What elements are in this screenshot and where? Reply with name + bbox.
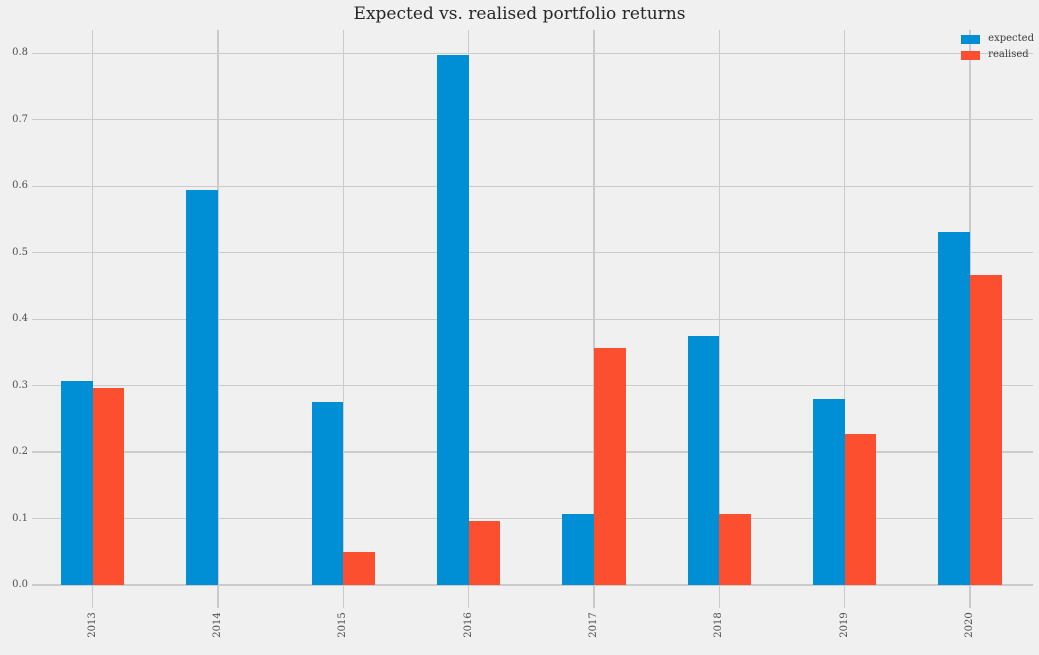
gridline-horizontal [32, 584, 1033, 586]
x-tick-label: 2013 [86, 612, 98, 638]
y-tick-label: 0.3 [12, 379, 28, 391]
y-tick-label: 0.8 [12, 47, 28, 59]
gridline-horizontal [32, 185, 1033, 187]
bar-realised-2013 [92, 387, 125, 585]
bar-realised-2016 [468, 520, 501, 585]
gridline-horizontal [32, 318, 1033, 320]
y-tick-label: 0.6 [12, 180, 28, 192]
bar-expected-2018 [687, 335, 720, 585]
gridline-horizontal [32, 119, 1033, 121]
bar-expected-2014 [186, 189, 218, 585]
bar-realised-2019 [844, 434, 877, 585]
y-tick-label: 0.5 [12, 246, 28, 258]
legend-entry-expected: expected [961, 33, 1034, 45]
legend: expected realised [961, 33, 1034, 65]
x-tick-label: 2015 [337, 612, 349, 638]
bar-expected-2016 [436, 55, 469, 585]
gridline-horizontal [32, 384, 1033, 387]
chart-title: Expected vs. realised portfolio returns [353, 4, 686, 24]
y-tick-label: 0.1 [12, 512, 28, 524]
y-tick-label: 0.7 [12, 113, 28, 125]
legend-entry-realised: realised [961, 49, 1034, 61]
bar-expected-2017 [562, 513, 594, 585]
y-tick-label: 0.4 [12, 313, 28, 325]
x-tick-label: 2017 [587, 612, 599, 638]
x-tick-label: 2014 [211, 612, 223, 638]
y-tick-label: 0.0 [12, 579, 28, 590]
bar-realised-2015 [343, 551, 375, 585]
gridline-horizontal [32, 252, 1033, 254]
plot-area [32, 30, 1033, 608]
bar-realised-2018 [719, 513, 751, 585]
bar-expected-2020 [938, 232, 970, 585]
bar-expected-2013 [61, 380, 93, 585]
x-tick-label: 2018 [713, 612, 725, 638]
legend-swatch-realised-icon [961, 50, 981, 60]
bar-expected-2015 [311, 401, 344, 585]
x-tick-label: 2020 [963, 612, 975, 638]
legend-swatch-expected-icon [961, 34, 981, 44]
y-tick-label: 0.2 [12, 446, 28, 458]
gridline-horizontal [32, 451, 1033, 453]
bar-realised-2020 [969, 275, 1002, 585]
x-tick-label: 2016 [462, 612, 474, 638]
legend-label-realised: realised [988, 49, 1029, 60]
gridline-horizontal [32, 517, 1033, 520]
bar-expected-2019 [812, 398, 845, 585]
legend-label-expected: expected [988, 33, 1034, 44]
gridline-horizontal [32, 52, 1033, 54]
x-tick-label: 2019 [838, 612, 850, 638]
bar-realised-2017 [593, 347, 626, 585]
